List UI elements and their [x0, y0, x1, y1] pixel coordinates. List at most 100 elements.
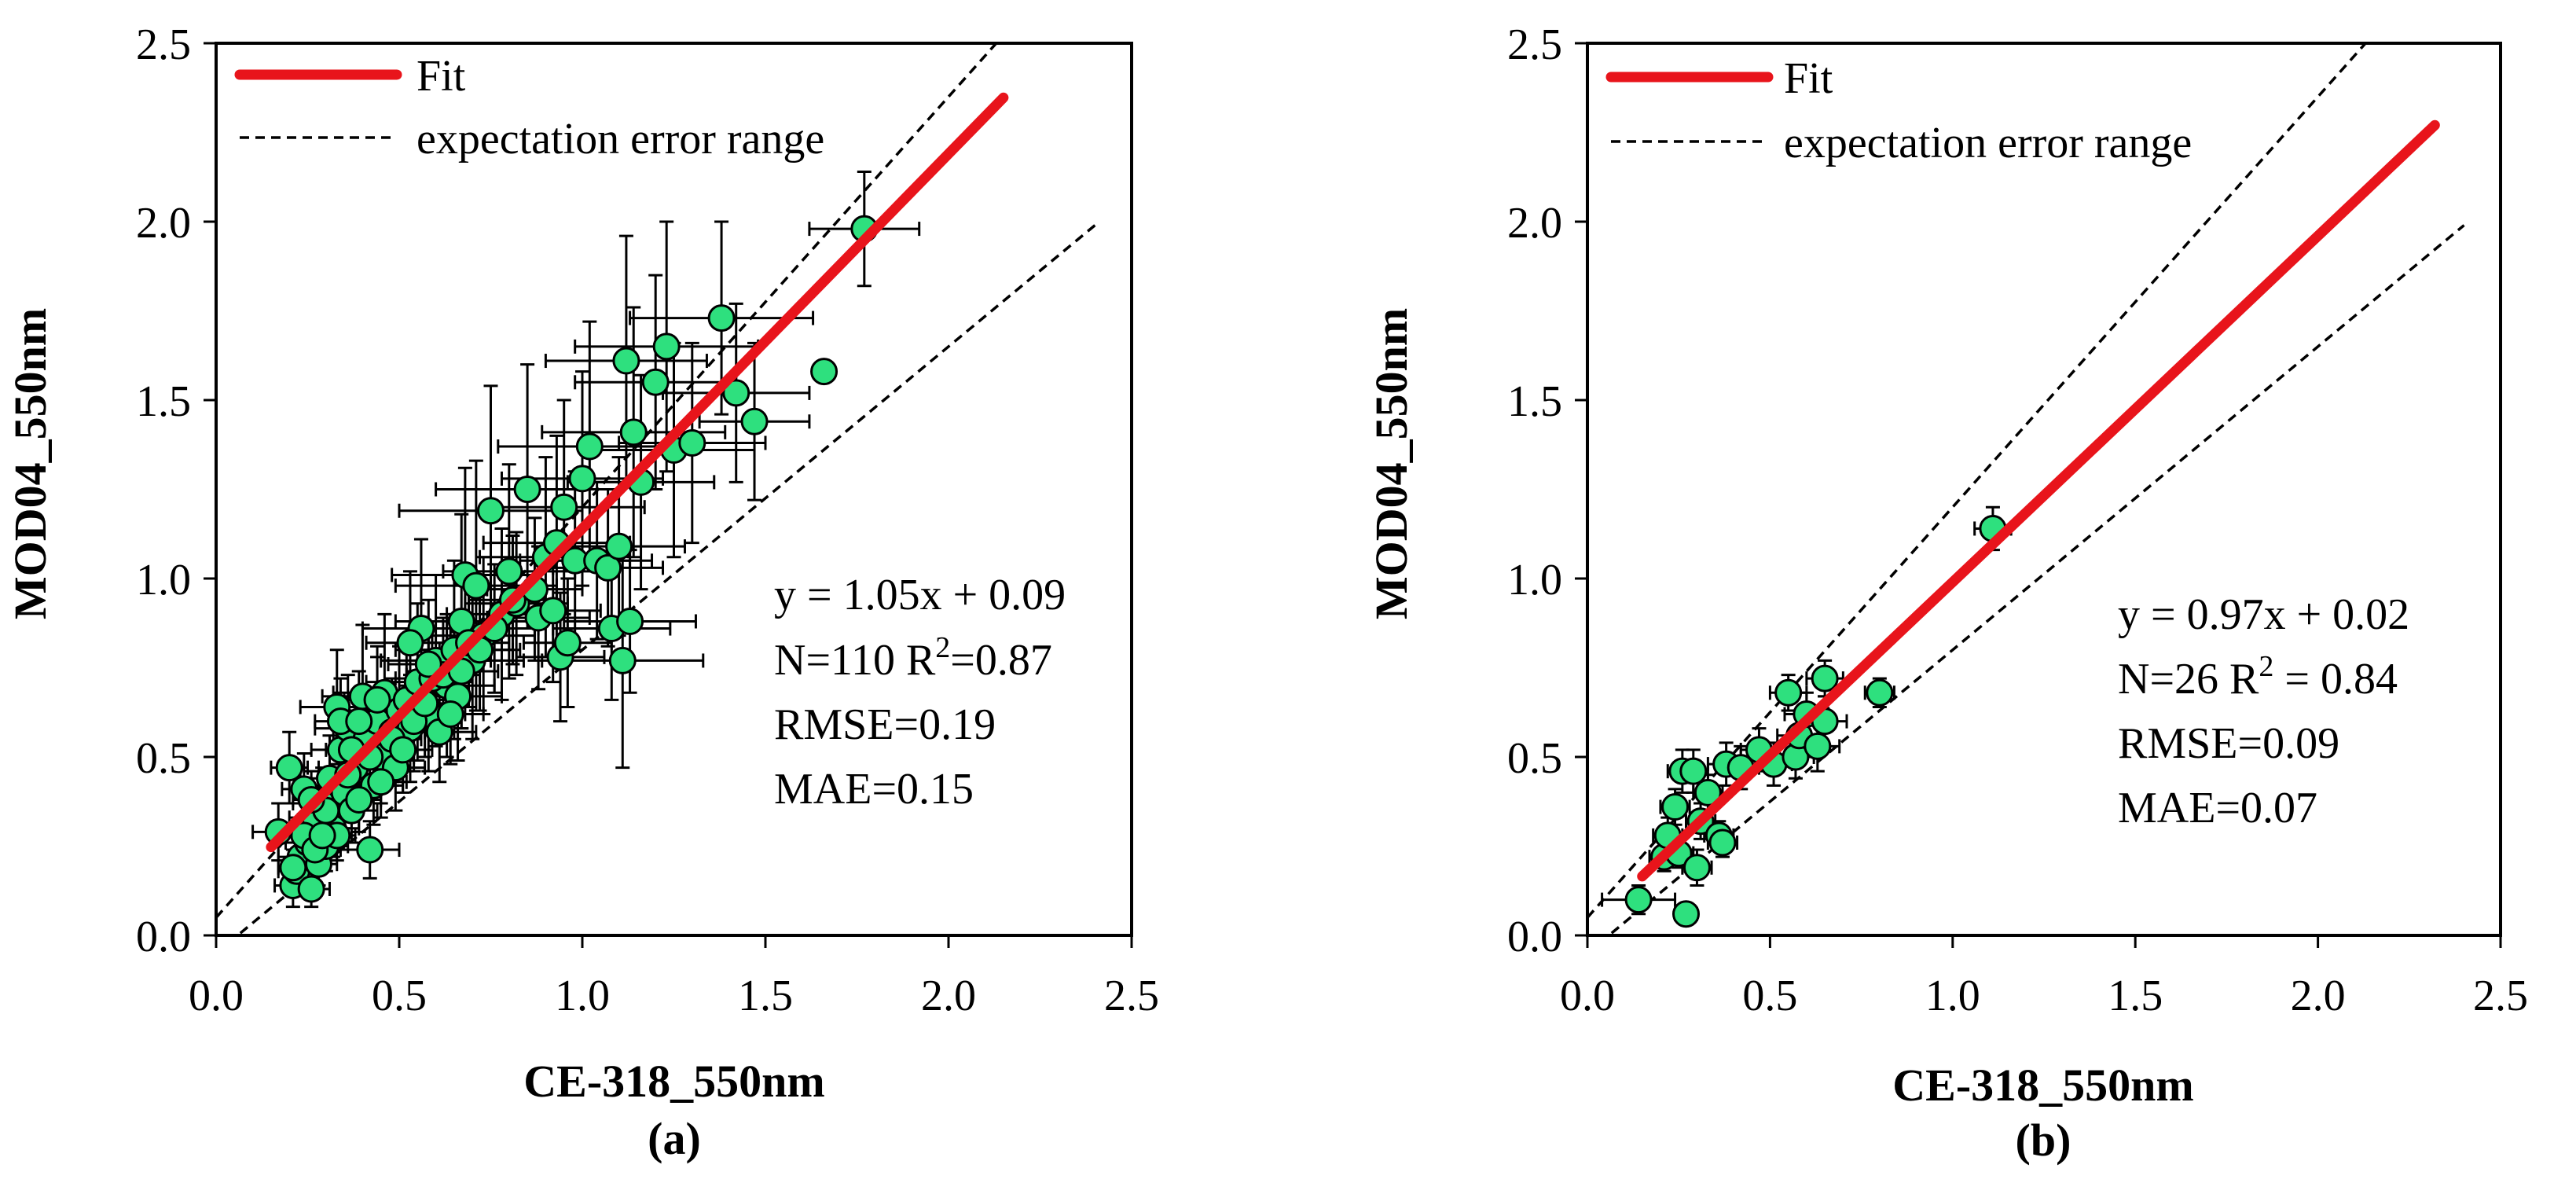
- data-point: [722, 379, 750, 407]
- data-point: [553, 629, 582, 657]
- data-point: [363, 685, 391, 714]
- fit-line: [266, 92, 1009, 853]
- x-tick-label: 1.5: [2108, 972, 2163, 1020]
- plot-frame: [215, 42, 1133, 937]
- data-point: [575, 432, 604, 461]
- data-point: [678, 428, 706, 457]
- x-tick-label: 2.0: [921, 972, 976, 1020]
- mae-stat: MAE=0.07: [2118, 784, 2317, 832]
- data-point: [297, 875, 325, 903]
- y-tick-label: 0.0: [136, 913, 191, 961]
- data-point: [477, 497, 505, 525]
- data-point: [810, 358, 838, 386]
- data-point: [345, 707, 373, 736]
- data-point: [1866, 678, 1894, 707]
- y-tick-label: 2.5: [136, 20, 191, 69]
- legend-ee-label: expectation error range: [416, 115, 824, 163]
- panel-label: (b): [2016, 1115, 2071, 1166]
- rmse-stat: RMSE=0.09: [2118, 719, 2339, 768]
- data-point: [1774, 678, 1803, 707]
- data-point: [1693, 778, 1722, 806]
- legend-fit-label: Fit: [416, 52, 466, 101]
- data-point: [1671, 900, 1700, 928]
- y-tick-label: 0.5: [1507, 734, 1562, 783]
- n-r2-stat: N=110 R2=0.87: [774, 631, 1052, 685]
- x-tick-label: 0.0: [189, 972, 244, 1020]
- rmse-stat: RMSE=0.19: [774, 700, 996, 749]
- y-axis-label: MOD04_550nm: [5, 308, 56, 619]
- y-tick-label: 1.5: [1507, 377, 1562, 426]
- data-point: [345, 785, 373, 814]
- fit-line: [1637, 119, 2440, 882]
- legend-ee-label: expectation error range: [1784, 119, 2192, 167]
- y-tick-label: 2.0: [136, 199, 191, 248]
- data-point: [641, 368, 670, 396]
- axis-ticks: 0.0 0.5 1.0 1.5 2.0 2.5 0.0 0.5 1.0 1.5 2.0 2.5: [1507, 20, 2528, 1020]
- x-tick-label: 1.0: [555, 972, 610, 1020]
- data-point: [389, 736, 417, 764]
- stats-box: y = 0.97x + 0.02 N=26 R2 = 0.84 RMSE=0.0…: [2118, 590, 2409, 832]
- panel-label: (a): [648, 1113, 701, 1164]
- fit-equation: y = 1.05x + 0.09: [774, 571, 1066, 619]
- chart-panel-a: 0.0 0.5 1.0 1.5 2.0 2.5 0.0 0.5 1.0 1.5 2.0 2.5 MOD…: [5, 20, 1159, 1164]
- mae-stat: MAE=0.15: [774, 765, 974, 814]
- x-tick-label: 0.0: [1560, 972, 1615, 1020]
- plot-frame: [1586, 42, 2502, 937]
- data-point: [1682, 854, 1711, 882]
- y-tick-label: 1.0: [1507, 556, 1562, 604]
- data-point: [616, 607, 644, 635]
- data-point: [279, 854, 307, 882]
- data-point: [275, 754, 303, 782]
- chart-panel-b: 0.0 0.5 1.0 1.5 2.0 2.5 0.0 0.5 1.0 1.5 2.0 2.5 MOD…: [1366, 20, 2528, 1166]
- data-point: [1811, 664, 1839, 693]
- data-point: [740, 407, 769, 435]
- data-point: [513, 476, 541, 503]
- data-point: [539, 597, 567, 625]
- data-point: [436, 700, 464, 729]
- data-point: [396, 629, 424, 657]
- n-r2-stat: N=26 R2 = 0.84: [2118, 650, 2398, 704]
- stats-box: y = 1.05x + 0.09 N=110 R2=0.87 RMSE=0.19…: [774, 571, 1066, 814]
- data-point: [1679, 757, 1708, 785]
- data-point: [612, 347, 640, 375]
- data-point: [356, 836, 384, 864]
- x-tick-label: 0.5: [372, 972, 427, 1020]
- data-point: [605, 532, 633, 560]
- legend: Fit expectation error range: [234, 52, 824, 163]
- y-tick-label: 0.5: [136, 734, 191, 783]
- y-axis-label: MOD04_550nm: [1366, 308, 1417, 619]
- fit-equation: y = 0.97x + 0.02: [2118, 590, 2409, 639]
- x-axis-label: CE-318_550nm: [1892, 1060, 2193, 1111]
- data-points: [1624, 514, 2007, 928]
- y-tick-label: 2.5: [1507, 20, 1562, 69]
- data-point: [308, 821, 336, 850]
- data-point: [1804, 732, 1832, 760]
- data-point: [550, 493, 578, 521]
- x-tick-label: 1.0: [1925, 972, 1980, 1020]
- data-point: [1708, 828, 1737, 857]
- data-point: [707, 304, 736, 332]
- legend: Fit expectation error range: [1605, 54, 2192, 167]
- data-point: [568, 465, 596, 493]
- data-point: [414, 650, 442, 678]
- axis-ticks: 0.0 0.5 1.0 1.5 2.0 2.5 0.0 0.5 1.0 1.5 2.0 2.5: [136, 20, 1159, 1020]
- y-tick-label: 2.0: [1507, 199, 1562, 248]
- y-tick-label: 1.0: [136, 556, 191, 604]
- x-tick-label: 0.5: [1742, 972, 1797, 1020]
- data-point: [608, 646, 637, 674]
- data-point: [594, 553, 622, 582]
- data-point: [1624, 886, 1653, 914]
- x-axis-label: CE-318_550nm: [523, 1056, 824, 1107]
- y-tick-label: 0.0: [1507, 913, 1562, 961]
- x-tick-label: 2.5: [2473, 972, 2528, 1020]
- x-tick-label: 1.5: [738, 972, 793, 1020]
- legend-fit-label: Fit: [1784, 54, 1833, 103]
- data-point: [495, 557, 523, 586]
- data-point: [619, 418, 648, 446]
- y-tick-label: 1.5: [136, 377, 191, 426]
- x-tick-label: 2.5: [1104, 972, 1159, 1020]
- data-point: [367, 768, 395, 796]
- data-point: [652, 332, 681, 361]
- x-tick-label: 2.0: [2291, 972, 2346, 1020]
